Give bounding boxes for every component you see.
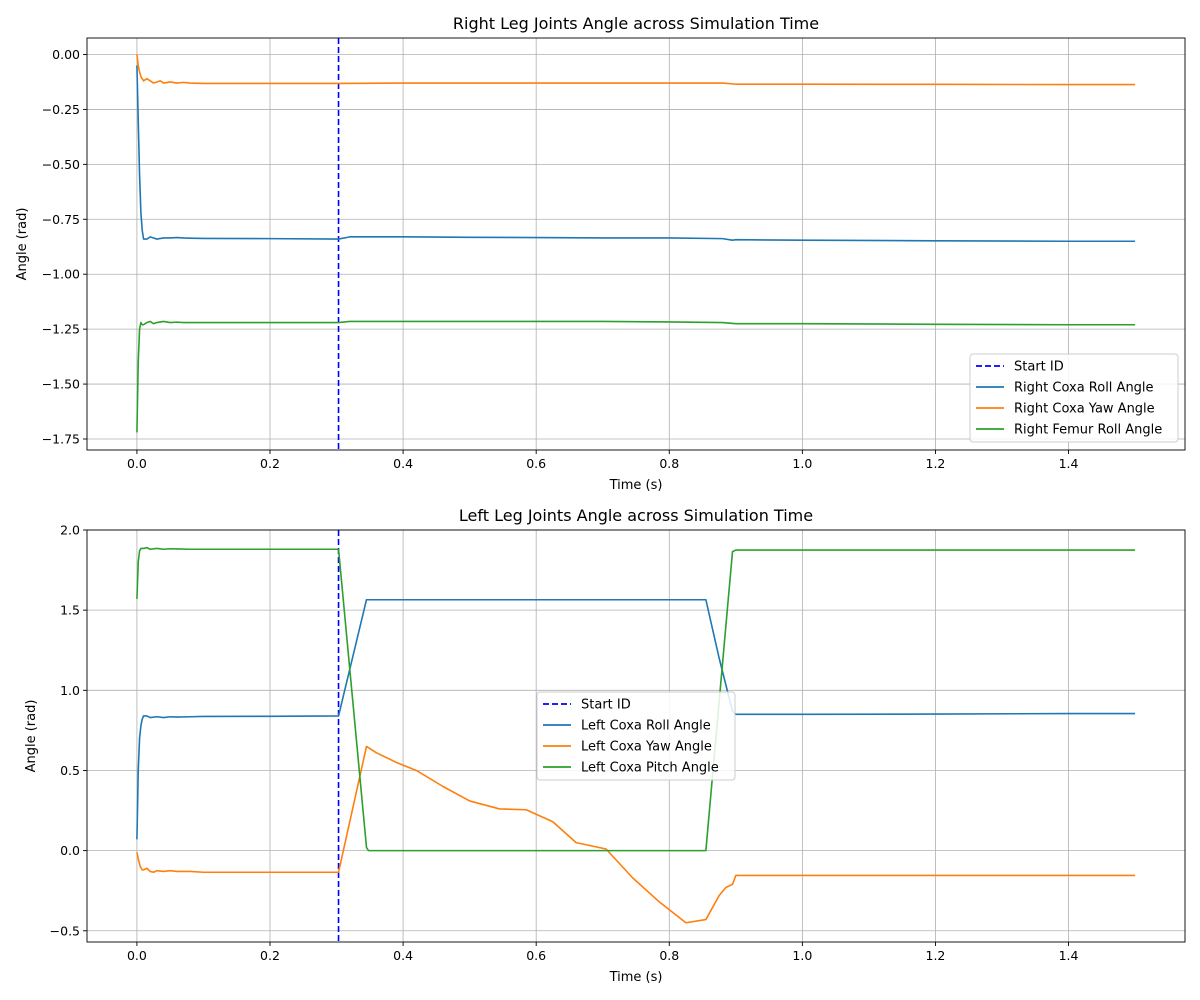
series-line-2 <box>136 54 1136 86</box>
x-tick-label: 1.4 <box>1059 948 1079 963</box>
series-line-3 <box>136 320 1136 433</box>
legend-label: Right Coxa Yaw Angle <box>1014 402 1155 417</box>
legend-box <box>969 353 1179 443</box>
series-line-2 <box>136 745 1136 924</box>
legend-label: Start ID <box>1014 360 1064 375</box>
x-tick-label: 1.2 <box>926 948 946 963</box>
y-axis-label: Angle (rad) <box>15 208 30 281</box>
legend-label: Left Coxa Roll Angle <box>581 719 711 734</box>
chart-right-leg: 0.0 0.2 0.4 0.6 0.8 1.0 1.2 1.4 0.00 −0.25 −0.50 −0… <box>15 14 1186 493</box>
x-tick-label: 0.4 <box>393 456 413 471</box>
chart-left-leg: 0.0 0.2 0.4 0.6 0.8 1.0 1.2 1.4 2.0 1.5 1.0 0.5 0.0 −… <box>24 506 1186 985</box>
x-tick-label: 0.6 <box>526 456 546 471</box>
y-tick-label: −0.5 <box>50 923 80 938</box>
x-tick-label: 0.8 <box>659 948 679 963</box>
y-tick-label: −1.00 <box>42 267 80 282</box>
legend-box <box>536 691 736 781</box>
legend: Start ID Right Coxa Roll Angle Right Coxa … <box>969 353 1179 443</box>
legend: Start ID Left Coxa Roll Angle Left Coxa Ya… <box>536 691 736 781</box>
y-tick-label: −1.25 <box>42 322 80 337</box>
legend-label: Right Femur Roll Angle <box>1014 423 1162 438</box>
chart-title: Left Leg Joints Angle across Simulation … <box>459 506 813 525</box>
y-tick-label: −0.50 <box>42 157 80 172</box>
series-line-1 <box>136 65 1136 243</box>
y-tick-label: 0.0 <box>60 843 80 858</box>
y-axis-label: Angle (rad) <box>24 700 39 773</box>
x-tick-label: 0.8 <box>659 456 679 471</box>
y-tick-label: −0.25 <box>42 102 80 117</box>
x-tick-label: 0.0 <box>127 948 147 963</box>
y-tick-label: −0.75 <box>42 212 80 227</box>
y-tick-label: 1.0 <box>60 683 80 698</box>
chart-title: Right Leg Joints Angle across Simulation… <box>453 14 819 33</box>
x-tick-label: 1.0 <box>792 948 812 963</box>
plot-area <box>136 38 1136 450</box>
x-tick-label: 0.2 <box>260 948 280 963</box>
axes-frame <box>86 37 1186 451</box>
y-tick-label: −1.50 <box>42 377 80 392</box>
legend-label: Right Coxa Roll Angle <box>1014 381 1154 396</box>
x-axis-label: Time (s) <box>609 478 663 493</box>
x-tick-label: 0.4 <box>393 948 413 963</box>
legend-label: Left Coxa Pitch Angle <box>581 761 719 776</box>
legend-label: Left Coxa Yaw Angle <box>581 740 712 755</box>
y-tick-label: 0.5 <box>60 763 80 778</box>
x-tick-label: 1.2 <box>926 456 946 471</box>
series-line-3 <box>136 546 1136 852</box>
legend-label: Start ID <box>581 698 631 713</box>
x-tick-label: 0.6 <box>526 948 546 963</box>
y-tick-label: 0.00 <box>52 47 80 62</box>
y-tick-label: −1.75 <box>42 432 80 447</box>
y-tick-label: 2.0 <box>60 523 80 538</box>
x-tick-label: 1.0 <box>792 456 812 471</box>
x-axis-label: Time (s) <box>609 970 663 985</box>
axes-frame <box>86 529 1186 943</box>
x-tick-label: 0.2 <box>260 456 280 471</box>
x-tick-label: 1.4 <box>1059 456 1079 471</box>
x-tick-label: 0.0 <box>127 456 147 471</box>
y-tick-label: 1.5 <box>60 603 80 618</box>
